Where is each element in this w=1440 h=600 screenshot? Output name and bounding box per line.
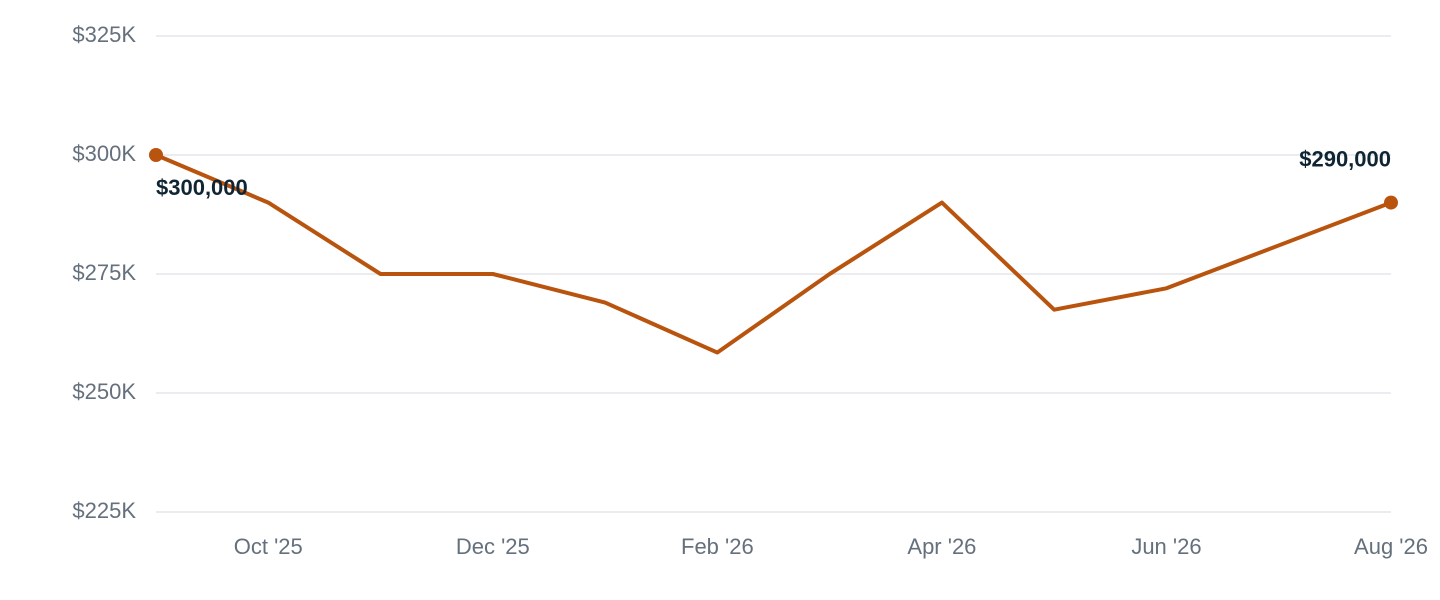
x-tick-label: Apr '26	[907, 534, 976, 559]
data-point	[1384, 195, 1398, 210]
data-labels: $300,000 $290,000	[156, 147, 1391, 200]
y-axis-ticks: $325K $300K $275K $250K $225K	[72, 22, 136, 523]
data-label: $300,000	[156, 175, 248, 200]
x-tick-label: Jun '26	[1131, 534, 1201, 559]
y-tick-label: $275K	[72, 260, 136, 285]
data-point	[149, 148, 163, 162]
y-tick-label: $250K	[72, 379, 136, 404]
x-axis-ticks: Oct '25 Dec '25 Feb '26 Apr '26 Jun '26 Aug '…	[234, 534, 1428, 559]
y-tick-label: $300K	[72, 141, 136, 166]
x-tick-label: Feb '26	[681, 534, 754, 559]
grid-lines	[156, 35, 1391, 513]
x-tick-label: Dec '25	[456, 534, 530, 559]
series-line	[154, 153, 1393, 355]
y-tick-label: $225K	[72, 498, 136, 523]
series-layer	[154, 153, 1393, 355]
x-tick-label: Oct '25	[234, 534, 303, 559]
data-points	[149, 148, 1398, 210]
x-tick-label: Aug '26	[1354, 534, 1428, 559]
y-tick-label: $325K	[72, 22, 136, 47]
data-label: $290,000	[1299, 147, 1391, 172]
